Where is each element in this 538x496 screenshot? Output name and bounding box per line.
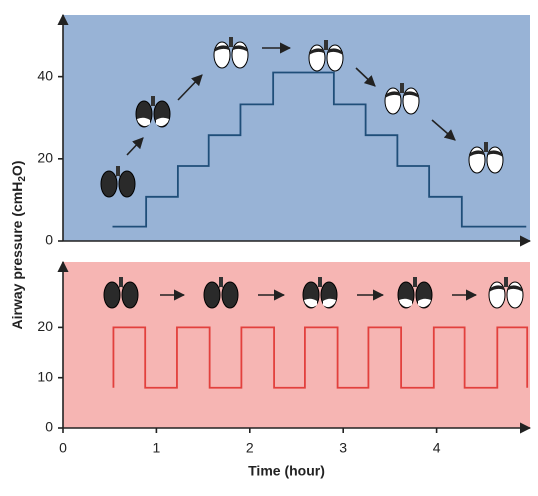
panels: 0 20 40 0 10 20 0 1 2 3 4 Time (hour) — [37, 13, 532, 479]
y-title-subscript: 2 — [17, 176, 28, 182]
x-tick-label: 1 — [153, 440, 161, 456]
y-tick-label: 10 — [37, 368, 53, 384]
y-tick-label: 0 — [45, 232, 53, 248]
panel-background — [63, 262, 530, 428]
panel-background — [63, 15, 530, 241]
y-title-text: Airway pressure (cmH — [9, 182, 25, 330]
x-axis-title: Time (hour) — [248, 463, 325, 479]
y-tick-label: 20 — [37, 150, 53, 166]
x-tick-label: 0 — [59, 440, 67, 456]
data-line — [112, 71, 527, 228]
x-tick-label: 2 — [246, 440, 254, 456]
data-line — [112, 326, 529, 389]
x-tick-label: 3 — [339, 440, 347, 456]
y-axis-title: Airway pressure (cmH2O) — [9, 161, 28, 330]
y-tick-label: 40 — [37, 67, 53, 83]
y-tick-label: 0 — [45, 419, 53, 435]
y-tick-label: 20 — [37, 318, 53, 334]
x-tick-label: 4 — [433, 440, 441, 456]
lung-icons — [100, 36, 524, 309]
y-title-text: O) — [9, 161, 25, 177]
